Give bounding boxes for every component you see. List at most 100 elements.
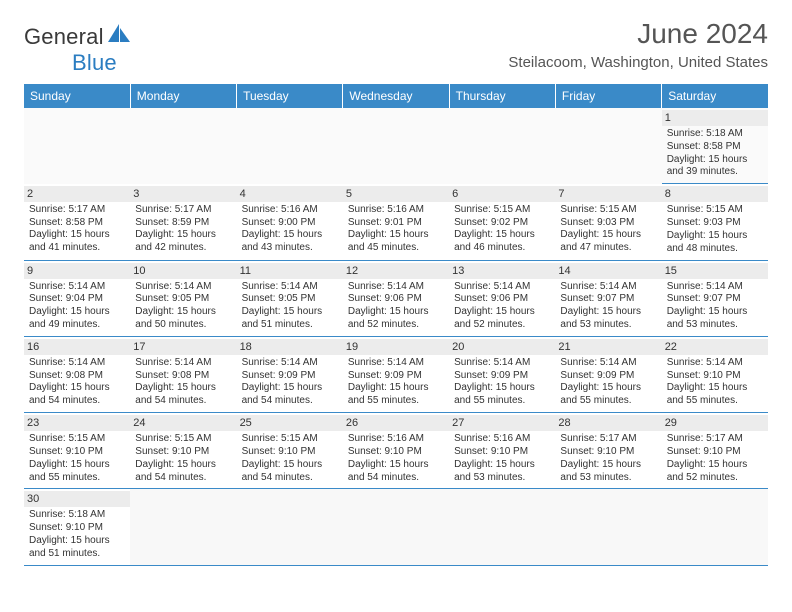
day-number: 29 xyxy=(662,415,768,431)
sunset-text: Sunset: 8:59 PM xyxy=(135,217,231,230)
sunset-text: Sunset: 9:09 PM xyxy=(242,370,338,383)
sunset-text: Sunset: 9:07 PM xyxy=(667,293,763,306)
day-cell: 22Sunrise: 5:14 AMSunset: 9:10 PMDayligh… xyxy=(662,336,768,412)
sunrise-text: Sunrise: 5:14 AM xyxy=(560,281,656,294)
empty-cell xyxy=(662,489,768,565)
day-number: 10 xyxy=(130,263,236,279)
week-row: 2Sunrise: 5:17 AMSunset: 8:58 PMDaylight… xyxy=(24,184,768,260)
week-row: 9Sunrise: 5:14 AMSunset: 9:04 PMDaylight… xyxy=(24,260,768,336)
daylight-text: and 54 minutes. xyxy=(29,395,125,408)
brand-logo: General Blue xyxy=(24,24,130,76)
daylight-text: and 53 minutes. xyxy=(560,319,656,332)
day-number: 11 xyxy=(237,263,343,279)
daylight-text: and 50 minutes. xyxy=(135,319,231,332)
sunset-text: Sunset: 9:04 PM xyxy=(29,293,125,306)
day-cell: 4Sunrise: 5:16 AMSunset: 9:00 PMDaylight… xyxy=(237,184,343,260)
weekday-row: SundayMondayTuesdayWednesdayThursdayFrid… xyxy=(24,84,768,108)
sunrise-text: Sunrise: 5:14 AM xyxy=(242,357,338,370)
daylight-text: and 53 minutes. xyxy=(667,319,763,332)
calendar-head: SundayMondayTuesdayWednesdayThursdayFrid… xyxy=(24,84,768,108)
daylight-text: Daylight: 15 hours xyxy=(29,306,125,319)
day-cell: 12 Sunrise: 5:14 AMSunset: 9:06 PMDayligh… xyxy=(343,260,449,336)
daylight-text: and 52 minutes. xyxy=(454,319,550,332)
sunrise-text: Sunrise: 5:14 AM xyxy=(454,357,550,370)
daylight-text: Daylight: 15 hours xyxy=(667,230,763,243)
logo-text: General Blue xyxy=(24,24,130,76)
daylight-text: and 48 minutes. xyxy=(667,243,763,256)
day-cell: 19Sunrise: 5:14 AMSunset: 9:09 PMDayligh… xyxy=(343,336,449,412)
daylight-text: Daylight: 15 hours xyxy=(348,306,444,319)
daylight-text: Daylight: 15 hours xyxy=(135,306,231,319)
day-number: 4 xyxy=(237,186,343,202)
sunrise-text: Sunrise: 5:14 AM xyxy=(348,357,444,370)
day-number: 23 xyxy=(24,415,130,431)
day-number: 16 xyxy=(24,339,130,355)
daylight-text: and 55 minutes. xyxy=(667,395,763,408)
daylight-text: and 53 minutes. xyxy=(560,472,656,485)
sunset-text: Sunset: 8:58 PM xyxy=(667,141,763,154)
empty-cell xyxy=(555,489,661,565)
sunset-text: Sunset: 9:10 PM xyxy=(135,446,231,459)
empty-cell xyxy=(130,489,236,565)
daylight-text: Daylight: 15 hours xyxy=(242,382,338,395)
sunset-text: Sunset: 9:05 PM xyxy=(135,293,231,306)
daylight-text: and 52 minutes. xyxy=(348,319,444,332)
daylight-text: and 54 minutes. xyxy=(348,472,444,485)
day-number: 14 xyxy=(555,263,661,279)
calendar-page: General Blue June 2024 Steilacoom, Washi… xyxy=(0,0,792,576)
daylight-text: Daylight: 15 hours xyxy=(348,459,444,472)
week-row: 1Sunrise: 5:18 AMSunset: 8:58 PMDaylight… xyxy=(24,108,768,184)
daylight-text: Daylight: 15 hours xyxy=(348,229,444,242)
daylight-text: and 41 minutes. xyxy=(29,242,125,255)
day-cell: 26Sunrise: 5:16 AMSunset: 9:10 PMDayligh… xyxy=(343,413,449,489)
sunrise-text: Sunrise: 5:16 AM xyxy=(242,204,338,217)
sunrise-text: Sunrise: 5:18 AM xyxy=(29,509,125,522)
sunset-text: Sunset: 9:06 PM xyxy=(454,293,550,306)
daylight-text: and 55 minutes. xyxy=(560,395,656,408)
sunrise-text: Sunrise: 5:14 AM xyxy=(135,281,231,294)
day-number: 15 xyxy=(662,263,768,279)
sunrise-text: Sunrise: 5:18 AM xyxy=(667,128,763,141)
day-cell: 18Sunrise: 5:14 AMSunset: 9:09 PMDayligh… xyxy=(237,336,343,412)
day-number: 12 xyxy=(343,263,449,279)
daylight-text: Daylight: 15 hours xyxy=(242,229,338,242)
daylight-text: and 52 minutes. xyxy=(667,472,763,485)
sunrise-text: Sunrise: 5:16 AM xyxy=(454,433,550,446)
day-cell: 17Sunrise: 5:14 AMSunset: 9:08 PMDayligh… xyxy=(130,336,236,412)
daylight-text: Daylight: 15 hours xyxy=(667,154,763,167)
month-title: June 2024 xyxy=(508,18,768,50)
sunrise-text: Sunrise: 5:14 AM xyxy=(348,281,444,294)
sunrise-text: Sunrise: 5:15 AM xyxy=(242,433,338,446)
daylight-text: and 55 minutes. xyxy=(348,395,444,408)
title-block: June 2024 Steilacoom, Washington, United… xyxy=(508,18,768,71)
sunrise-text: Sunrise: 5:14 AM xyxy=(454,281,550,294)
day-cell: 13Sunrise: 5:14 AMSunset: 9:06 PMDayligh… xyxy=(449,260,555,336)
sunset-text: Sunset: 9:07 PM xyxy=(560,293,656,306)
sunset-text: Sunset: 9:10 PM xyxy=(348,446,444,459)
sunset-text: Sunset: 8:58 PM xyxy=(29,217,125,230)
daylight-text: and 51 minutes. xyxy=(29,548,125,561)
sunset-text: Sunset: 9:01 PM xyxy=(348,217,444,230)
day-cell: 1Sunrise: 5:18 AMSunset: 8:58 PMDaylight… xyxy=(662,108,768,184)
empty-cell xyxy=(130,108,236,184)
sunrise-text: Sunrise: 5:14 AM xyxy=(242,281,338,294)
day-cell: 24Sunrise: 5:15 AMSunset: 9:10 PMDayligh… xyxy=(130,413,236,489)
daylight-text: Daylight: 15 hours xyxy=(560,459,656,472)
sunrise-text: Sunrise: 5:15 AM xyxy=(29,433,125,446)
sunrise-text: Sunrise: 5:14 AM xyxy=(667,281,763,294)
day-cell: 30Sunrise: 5:18 AMSunset: 9:10 PMDayligh… xyxy=(24,489,130,565)
daylight-text: Daylight: 15 hours xyxy=(560,382,656,395)
daylight-text: Daylight: 15 hours xyxy=(135,382,231,395)
day-cell: 23Sunrise: 5:15 AMSunset: 9:10 PMDayligh… xyxy=(24,413,130,489)
day-cell: 28Sunrise: 5:17 AMSunset: 9:10 PMDayligh… xyxy=(555,413,661,489)
sail-icon xyxy=(108,24,130,42)
day-number: 7 xyxy=(555,186,661,202)
sunset-text: Sunset: 9:09 PM xyxy=(560,370,656,383)
sunrise-text: Sunrise: 5:15 AM xyxy=(560,204,656,217)
sunset-text: Sunset: 9:09 PM xyxy=(454,370,550,383)
sunrise-text: Sunrise: 5:14 AM xyxy=(135,357,231,370)
empty-cell xyxy=(343,108,449,184)
sunset-text: Sunset: 9:10 PM xyxy=(29,446,125,459)
day-number: 24 xyxy=(130,415,236,431)
sunset-text: Sunset: 9:06 PM xyxy=(348,293,444,306)
